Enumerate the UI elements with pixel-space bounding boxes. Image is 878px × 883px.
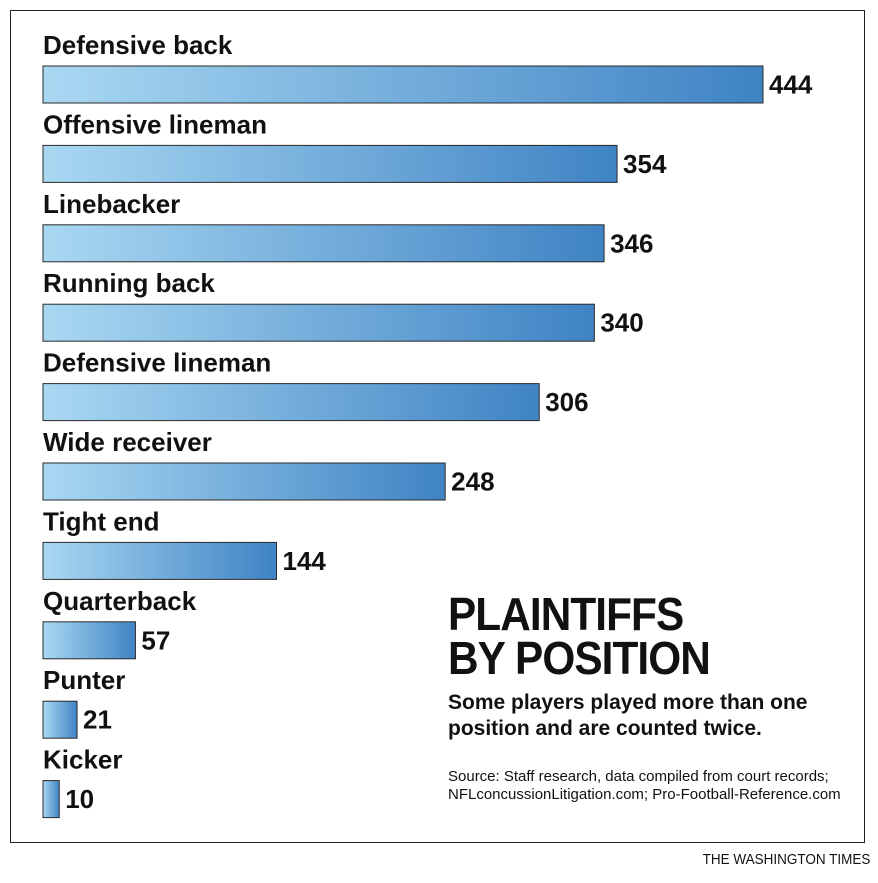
source-note: Source: Staff research, data compiled fr… <box>448 768 848 804</box>
value-label-offensive-lineman: 354 <box>623 149 667 179</box>
chart-title-line-1: PLAINTIFFS <box>448 592 825 636</box>
category-label-quarterback: Quarterback <box>43 586 197 616</box>
category-label-tight-end: Tight end <box>43 506 160 536</box>
category-label-kicker: Kicker <box>43 745 123 775</box>
category-label-defensive-back: Defensive back <box>43 30 233 60</box>
value-label-quarterback: 57 <box>141 625 170 655</box>
bar-wide-receiver <box>43 463 445 500</box>
value-label-linebacker: 346 <box>610 228 653 258</box>
value-label-defensive-back: 444 <box>769 70 813 100</box>
value-label-kicker: 10 <box>65 784 94 814</box>
bar-running-back <box>43 304 594 341</box>
bar-quarterback <box>43 622 135 659</box>
category-label-linebacker: Linebacker <box>43 189 180 219</box>
value-label-punter: 21 <box>83 705 112 735</box>
bar-defensive-lineman <box>43 384 539 421</box>
category-label-defensive-lineman: Defensive lineman <box>43 348 271 378</box>
bar-offensive-lineman <box>43 145 617 182</box>
bar-linebacker <box>43 225 604 262</box>
bar-defensive-back <box>43 66 763 103</box>
value-label-running-back: 340 <box>600 308 643 338</box>
category-label-running-back: Running back <box>43 268 215 298</box>
bar-tight-end <box>43 542 277 579</box>
category-label-wide-receiver: Wide receiver <box>43 427 212 457</box>
bar-kicker <box>43 781 59 818</box>
publisher-credit: THE WASHINGTON TIMES <box>702 851 870 868</box>
bar-punter <box>43 701 77 738</box>
value-label-wide-receiver: 248 <box>451 467 494 497</box>
category-label-punter: Punter <box>43 665 125 695</box>
value-label-defensive-lineman: 306 <box>545 387 588 417</box>
title-block: PLAINTIFFS BY POSITION Some players play… <box>448 592 858 742</box>
value-label-tight-end: 144 <box>283 546 327 576</box>
chart-title-line-2: BY POSITION <box>448 636 825 680</box>
chart-subtitle: Some players played more than one positi… <box>448 690 858 742</box>
category-label-offensive-lineman: Offensive lineman <box>43 109 267 139</box>
